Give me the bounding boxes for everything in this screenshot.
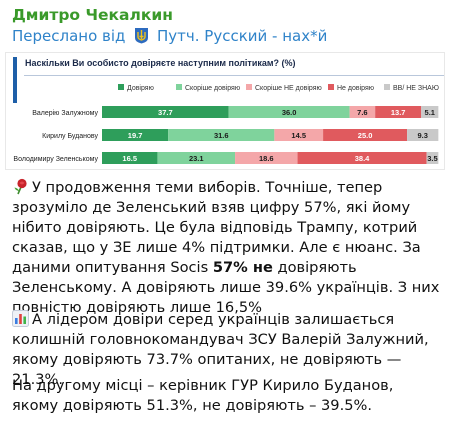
legend-label-1: Скоріше довіряю xyxy=(185,84,240,92)
bar-segment-0-2 xyxy=(349,106,376,118)
bar-segment-0-0 xyxy=(102,106,229,118)
bar-chart-icon xyxy=(12,310,29,327)
data-label-0-4: 5.1 xyxy=(425,108,435,117)
legend-swatch-3 xyxy=(328,84,334,90)
legend-swatch-2 xyxy=(246,84,252,90)
legend-swatch-4 xyxy=(384,84,390,90)
rose-icon xyxy=(12,178,29,195)
forwarded-from[interactable]: Переслано від Путч. Русский - нах*й xyxy=(12,27,327,45)
bar-segment-1-2 xyxy=(274,129,324,141)
chart-title-divider xyxy=(24,75,444,76)
paragraph-1-text-a: У продовження теми виборів. Точніше, теп… xyxy=(12,179,421,276)
message-paragraph-3: На другому місці – керівник ГУР Кирило Б… xyxy=(12,377,394,414)
stacked-bar-chart: Довіряю Скоріше довіряю Скоріше НЕ довіряю… xyxy=(13,84,439,164)
bar-segment-0-1 xyxy=(228,106,350,118)
data-label-1-0: 19.7 xyxy=(128,131,143,140)
chart-accent-stripe xyxy=(13,57,17,103)
data-label-2-3: 38.4 xyxy=(355,154,370,163)
category-label-1: Кирилу Буданову xyxy=(42,133,98,140)
poll-chart-image[interactable]: Наскільки Ви особисто довіряєте наступни… xyxy=(5,52,445,170)
forward-source-name: Путч. Русский - нах*й xyxy=(156,27,328,45)
data-label-1-2: 14.5 xyxy=(291,131,306,140)
bar-segment-2-2 xyxy=(235,152,298,164)
legend-swatch-1 xyxy=(176,84,182,90)
bar-segment-1-1 xyxy=(168,129,275,141)
legend-label-3: Не довіряю xyxy=(337,84,374,92)
legend-label-4: ВВ/ НЕ ЗНАЮ xyxy=(393,85,439,92)
ukraine-coat-of-arms-icon xyxy=(134,27,149,44)
message-paragraph-2: А лідером довіри серед українців залишає… xyxy=(12,310,442,390)
data-label-1-3: 25.0 xyxy=(358,131,373,140)
bar-segment-1-4 xyxy=(407,129,439,141)
bar-segment-0-3 xyxy=(375,106,422,118)
message-paragraph-1: У продовження теми виборів. Точніше, теп… xyxy=(12,178,442,318)
legend-label-0: Довіряю xyxy=(127,84,154,92)
data-label-0-3: 13.7 xyxy=(391,108,406,117)
data-label-0-0: 37.7 xyxy=(158,108,173,117)
data-label-2-2: 18.6 xyxy=(259,154,274,163)
bar-segment-0-4 xyxy=(421,106,439,118)
bar-segment-2-3 xyxy=(297,152,427,164)
bar-segment-1-0 xyxy=(102,129,169,141)
data-label-2-1: 23.1 xyxy=(189,154,204,163)
legend-swatch-0 xyxy=(118,84,124,90)
author-name[interactable]: Дмитро Чекалкин xyxy=(12,6,173,24)
bar-segment-2-0 xyxy=(102,152,158,164)
paragraph-1-bold: 57% не xyxy=(212,259,273,276)
data-label-1-1: 31.6 xyxy=(214,131,229,140)
forward-prefix: Переслано від xyxy=(12,27,126,45)
data-label-2-0: 16.5 xyxy=(122,154,137,163)
paragraph-1-text-b: довіряють Зеленському. А довіряють лише … xyxy=(12,259,440,316)
paragraph-2-text: А лідером довіри серед українців залишає… xyxy=(12,311,429,388)
bar-segment-2-1 xyxy=(157,152,236,164)
data-label-1-4: 9.3 xyxy=(417,131,427,140)
chart-title: Наскільки Ви особисто довіряєте наступни… xyxy=(25,58,296,68)
bar-segment-1-3 xyxy=(323,129,408,141)
data-label-0-1: 36.0 xyxy=(282,108,297,117)
data-label-2-4: 3.5 xyxy=(427,154,437,163)
category-label-2: Володимиру Зеленському xyxy=(13,156,98,163)
data-label-0-2: 7.6 xyxy=(357,108,367,117)
category-label-0: Валерію Залужному xyxy=(32,109,98,117)
bar-segment-2-4 xyxy=(426,152,439,164)
legend-label-2: Скоріше НЕ довіряю xyxy=(255,84,322,92)
